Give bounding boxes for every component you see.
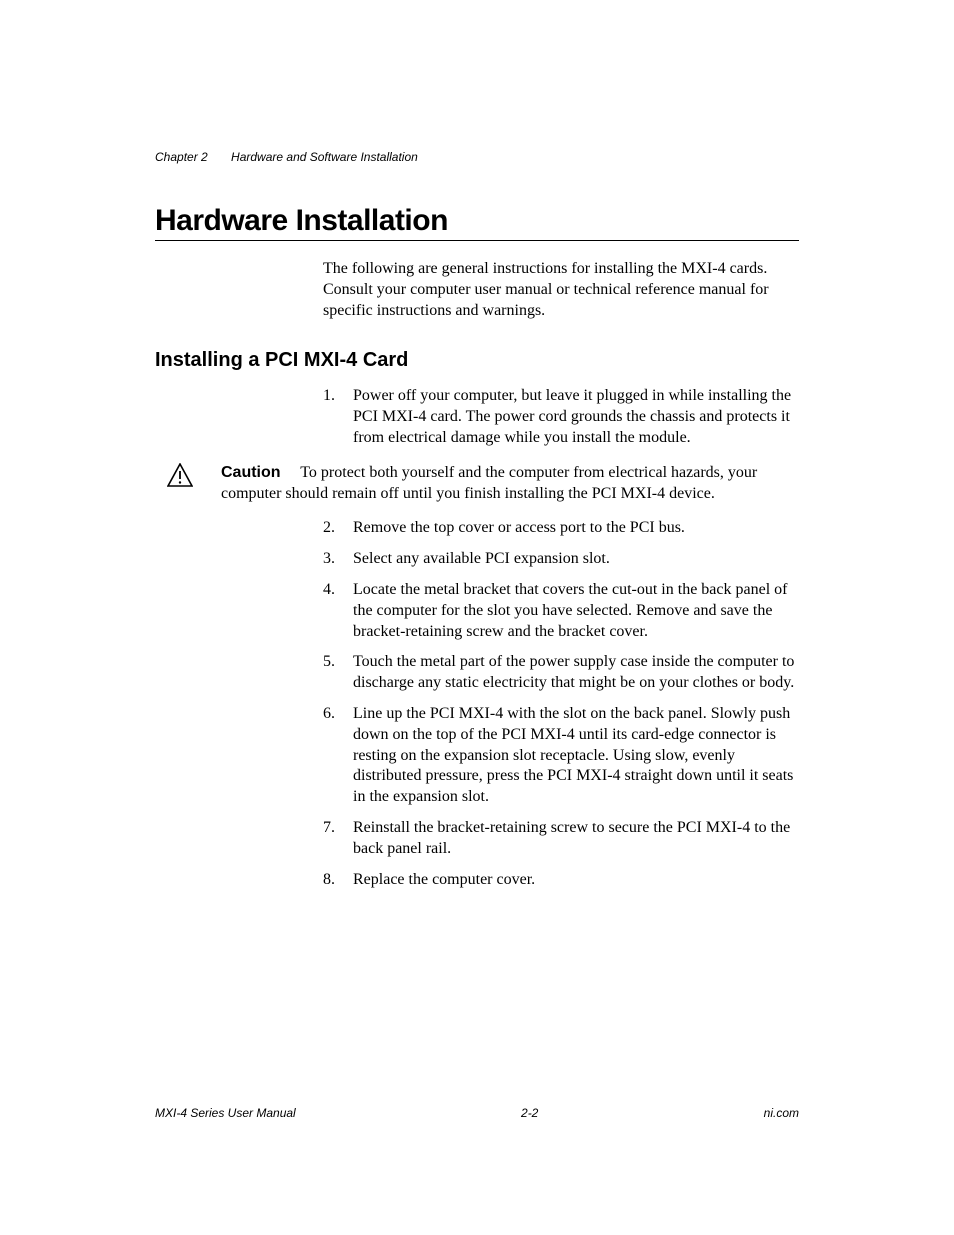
step-item: Select any available PCI expansion slot. xyxy=(323,549,799,570)
step-item: Replace the computer cover. xyxy=(323,870,799,891)
steps-list-1: Power off your computer, but leave it pl… xyxy=(323,386,799,448)
step-item: Remove the top cover or access port to t… xyxy=(323,518,799,539)
running-header: Chapter 2 Hardware and Software Installa… xyxy=(155,150,799,164)
caution-text: To protect both yourself and the compute… xyxy=(221,464,757,502)
chapter-title: Hardware and Software Installation xyxy=(231,150,418,164)
step-item: Power off your computer, but leave it pl… xyxy=(323,386,799,448)
caution-label: Caution xyxy=(221,464,281,481)
subsection-heading: Installing a PCI MXI-4 Card xyxy=(155,349,799,372)
steps-list-2: Remove the top cover or access port to t… xyxy=(323,518,799,890)
step-item: Line up the PCI MXI-4 with the slot on t… xyxy=(323,704,799,808)
step-item: Locate the metal bracket that covers the… xyxy=(323,580,799,642)
section-heading: Hardware Installation xyxy=(155,204,799,241)
page-footer: MXI-4 Series User Manual 2-2 ni.com xyxy=(155,1106,799,1120)
caution-icon xyxy=(167,463,193,487)
intro-paragraph: The following are general instructions f… xyxy=(323,259,799,321)
footer-center: 2-2 xyxy=(521,1106,538,1120)
chapter-label: Chapter 2 xyxy=(155,150,208,164)
caution-block: Caution To protect both yourself and the… xyxy=(155,463,799,505)
footer-left: MXI-4 Series User Manual xyxy=(155,1106,296,1120)
step-item: Reinstall the bracket-retaining screw to… xyxy=(323,818,799,860)
step-item: Touch the metal part of the power supply… xyxy=(323,652,799,694)
footer-right: ni.com xyxy=(764,1106,799,1120)
caution-sep xyxy=(285,464,297,481)
